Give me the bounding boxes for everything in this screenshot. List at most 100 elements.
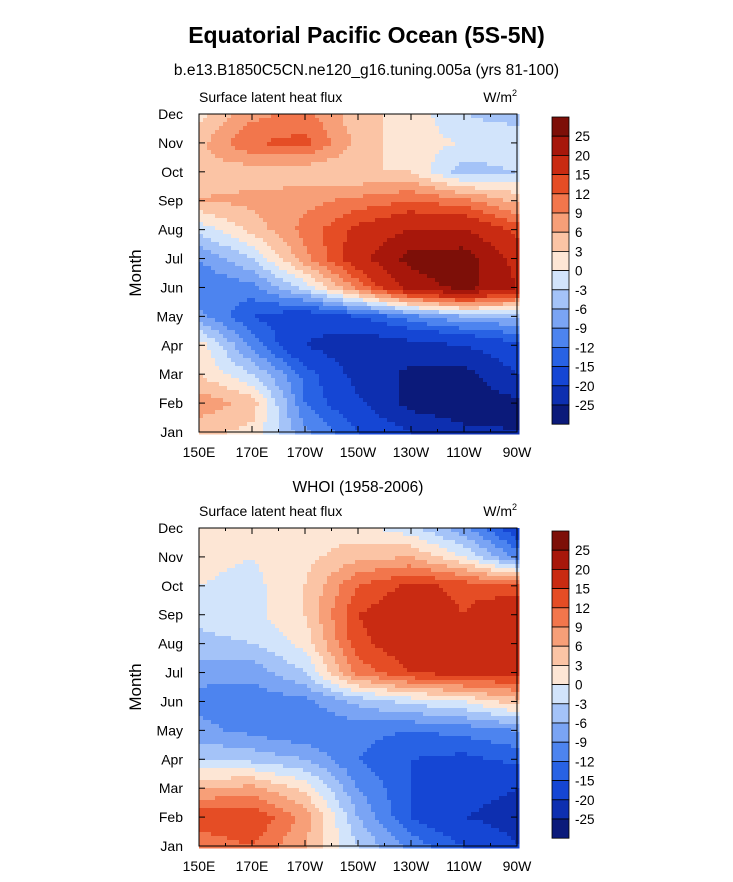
x-tick-label: 150W	[340, 444, 377, 460]
colorbar-label: -25	[575, 812, 595, 827]
colorbar-box	[551, 327, 570, 348]
colorbar-label: 15	[575, 168, 590, 183]
colorbar-box	[551, 665, 570, 686]
colorbar-label: -3	[575, 283, 587, 298]
y-tick-label: Dec	[158, 520, 183, 536]
y-tick-label: Sep	[158, 607, 183, 623]
colorbar-label: 12	[575, 187, 590, 202]
y-tick-label: Jun	[160, 279, 183, 295]
colorbar-box	[551, 818, 570, 839]
colorbar-label: 3	[575, 658, 583, 673]
colorbar-box	[551, 250, 570, 271]
x-tick-label: 130W	[393, 858, 430, 874]
figure-title: Equatorial Pacific Ocean (5S-5N)	[188, 22, 545, 48]
colorbar-box	[551, 308, 570, 329]
colorbar-label: -9	[575, 321, 587, 336]
colorbar-box	[551, 703, 570, 724]
colorbar-label: 20	[575, 148, 590, 163]
y-axis-label: Month	[126, 249, 145, 296]
colorbar-box	[551, 626, 570, 647]
colorbar: 25 20 15 12 9 6 3 0 -3 -6 -9 -12 -15 -20 -25	[551, 530, 595, 839]
colorbar-box	[551, 799, 570, 820]
colorbar-label: 9	[575, 620, 583, 635]
x-tick-label: 90W	[503, 444, 533, 460]
x-tick-label: 170W	[287, 858, 324, 874]
colorbar-label: -3	[575, 697, 587, 712]
colorbar-label: -15	[575, 774, 595, 789]
x-tick-label: 90W	[503, 858, 533, 874]
colorbar-label: -6	[575, 302, 587, 317]
colorbar-label: 6	[575, 225, 583, 240]
x-tick-label: 150E	[183, 444, 216, 460]
y-tick-label: May	[157, 308, 183, 324]
panel1-title: b.e13.B1850C5CN.ne120_g16.tuning.005a (y…	[173, 62, 560, 79]
colorbar-label: -15	[575, 360, 595, 375]
colorbar-box	[551, 684, 570, 705]
colorbar-label: 0	[575, 264, 583, 279]
colorbar-box	[551, 135, 570, 156]
colorbar-box	[551, 289, 570, 310]
colorbar-label: -12	[575, 340, 595, 355]
colorbar-label: -25	[575, 398, 595, 413]
colorbar-box	[551, 645, 570, 666]
y-tick-label: Oct	[161, 578, 183, 594]
colorbar-label: 25	[575, 543, 590, 558]
colorbar-box	[551, 174, 570, 195]
colorbar-label: 0	[575, 678, 583, 693]
colorbar-box	[551, 741, 570, 762]
colorbar-label: 25	[575, 129, 590, 144]
colorbar-box	[551, 212, 570, 233]
colorbar-label: -9	[575, 735, 587, 750]
colorbar-box	[551, 569, 570, 590]
colorbar-box	[551, 780, 570, 801]
y-tick-label: Feb	[159, 395, 183, 411]
colorbar-box	[551, 270, 570, 291]
colorbar-box	[551, 116, 570, 137]
colorbar-label: 9	[575, 206, 583, 221]
heatmap-field	[199, 114, 520, 435]
y-tick-label: Jan	[160, 424, 183, 440]
colorbar: 25 20 15 12 9 6 3 0 -3 -6 -9 -12 -15 -20 -25	[551, 116, 595, 425]
colorbar-box	[551, 193, 570, 214]
x-tick-label: 170E	[236, 858, 269, 874]
y-tick-label: Feb	[159, 809, 183, 825]
colorbar-label: 6	[575, 639, 583, 654]
colorbar-label: 12	[575, 601, 590, 616]
colorbar-box	[551, 154, 570, 175]
colorbar-label: 20	[575, 562, 590, 577]
y-tick-label: Apr	[161, 751, 183, 767]
y-tick-label: Jan	[160, 838, 183, 854]
y-tick-label: Mar	[159, 366, 183, 382]
colorbar-box	[551, 588, 570, 609]
x-tick-label: 170E	[236, 444, 269, 460]
y-tick-label: Jul	[165, 251, 183, 267]
colorbar-box	[551, 761, 570, 782]
x-tick-label: 110W	[446, 444, 482, 460]
y-tick-label: May	[157, 722, 183, 738]
y-tick-label: Jun	[160, 693, 183, 709]
x-tick-label: 150E	[183, 858, 216, 874]
y-tick-label: Nov	[158, 135, 183, 151]
colorbar-box	[551, 404, 570, 425]
x-tick-label: 130W	[393, 444, 430, 460]
y-tick-label: Dec	[158, 106, 183, 122]
heatmap-field	[199, 528, 520, 849]
panel-title: WHOI (1958-2006)	[293, 479, 424, 496]
units-label: W/m2	[483, 88, 517, 105]
colorbar-label: -6	[575, 716, 587, 731]
colorbar-box	[551, 346, 570, 367]
colorbar-label: -20	[575, 793, 595, 808]
colorbar-label: 15	[575, 582, 590, 597]
colorbar-box	[551, 549, 570, 570]
y-tick-label: Sep	[158, 193, 183, 209]
colorbar-label: -12	[575, 754, 595, 769]
colorbar-box	[551, 366, 570, 387]
y-tick-label: Mar	[159, 780, 183, 796]
heatmap-panel-1: Jan Feb Mar Apr May Jun Jul Aug Sep Oct Nov Dec 150E…	[126, 88, 595, 460]
x-tick-label: 150W	[340, 858, 377, 874]
colorbar-box	[551, 530, 570, 551]
left-string: Surface latent heat flux	[199, 503, 342, 519]
left-string: Surface latent heat flux	[199, 89, 342, 105]
y-tick-label: Oct	[161, 164, 183, 180]
